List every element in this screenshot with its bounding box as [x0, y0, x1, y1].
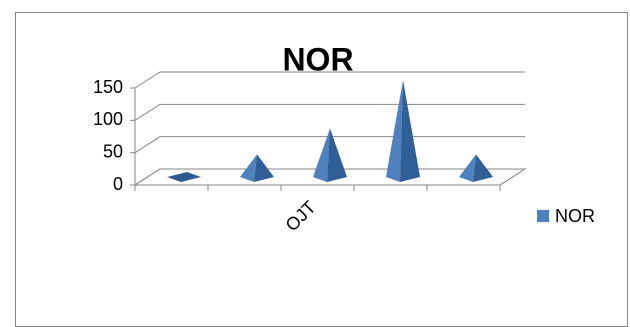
y-tick-label: 50	[103, 141, 123, 161]
y-tick-label: 100	[93, 109, 123, 129]
chart-title: NOR	[282, 41, 353, 77]
y-tick-label: 150	[93, 77, 123, 97]
legend-swatch	[537, 210, 549, 222]
pyramid	[313, 128, 330, 182]
pyramid-shade	[254, 154, 274, 182]
pyramid-shade	[473, 154, 493, 182]
pyramid-shade	[327, 128, 347, 182]
pyramid	[459, 154, 476, 182]
pyramid	[167, 172, 201, 182]
grid-line	[134, 71, 525, 89]
pyramid	[386, 80, 403, 182]
legend-label: NOR	[555, 206, 595, 226]
pyramid-shade	[400, 80, 420, 182]
pyramid	[240, 154, 257, 182]
y-tick-label: 0	[113, 174, 123, 194]
